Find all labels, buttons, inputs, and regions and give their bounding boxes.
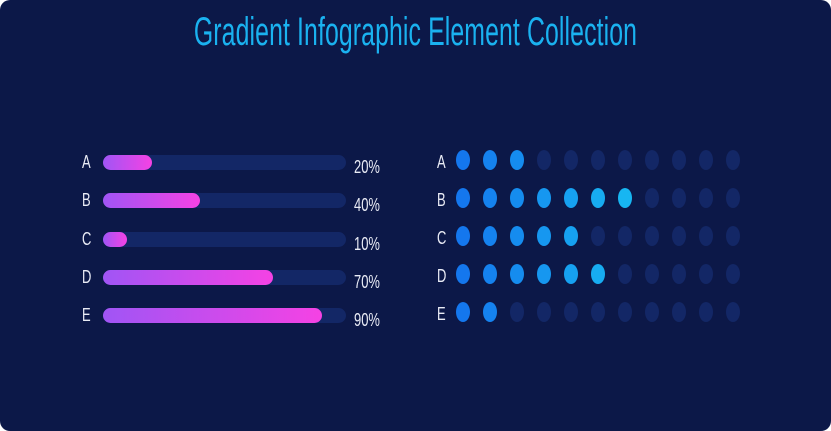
dot-empty [537,150,551,170]
dot-filled [564,188,578,208]
dot-category-label: D [437,266,447,286]
dot-empty [726,302,740,322]
dot-category-label: C [437,228,447,248]
dot-empty [645,150,659,170]
dot-filled [537,264,551,284]
dot-empty [699,302,713,322]
dot-filled [483,226,497,246]
bar-fill [103,193,200,208]
dot-empty [726,264,740,284]
page-title: Gradient Infographic Element Collection [193,10,638,54]
dot-empty [618,264,632,284]
dot-empty [672,226,686,246]
dot-filled [564,226,578,246]
dot-filled [510,264,524,284]
dot-empty [645,188,659,208]
dot-filled [510,226,524,246]
dot-empty [618,302,632,322]
dot-empty [672,188,686,208]
dot-empty [537,302,551,322]
dot-empty [510,302,524,322]
dot-category-label: A [437,152,446,172]
dot-empty [726,226,740,246]
bar-value-label: 90% [354,310,380,330]
bar-track [103,193,346,208]
dot-empty [645,226,659,246]
bar-fill [103,308,322,323]
dot-empty [645,302,659,322]
dot-empty [645,264,659,284]
dot-filled [456,226,470,246]
dot-filled [591,188,605,208]
bar-track [103,232,346,247]
dot-filled [483,188,497,208]
dot-empty [699,226,713,246]
bar-category-label: C [82,229,92,249]
bar-track [103,270,346,285]
dot-filled [564,264,578,284]
dot-filled [483,302,497,322]
dot-filled [537,226,551,246]
dot-filled [510,150,524,170]
dot-empty [699,264,713,284]
dot-empty [672,150,686,170]
dot-empty [699,188,713,208]
dot-filled [483,264,497,284]
dot-empty [564,150,578,170]
dot-empty [591,302,605,322]
bar-value-label: 40% [354,195,380,215]
dot-empty [672,264,686,284]
bar-fill [103,232,127,247]
bar-value-label: 20% [354,157,380,177]
dot-empty [564,302,578,322]
dot-empty [618,226,632,246]
dot-filled [537,188,551,208]
dot-empty [591,150,605,170]
bar-category-label: B [82,190,91,210]
bar-category-label: E [82,305,91,325]
bar-value-label: 10% [354,234,380,254]
bar-category-label: A [82,152,91,172]
bar-value-label: 70% [354,272,380,292]
dot-empty [672,302,686,322]
dot-filled [456,188,470,208]
dot-category-label: E [437,304,446,324]
dot-empty [726,150,740,170]
bar-track [103,155,346,170]
bar-track [103,308,346,323]
dot-filled [456,150,470,170]
dot-category-label: B [437,190,446,210]
dot-filled [510,188,524,208]
dot-filled [591,264,605,284]
bar-fill [103,270,273,285]
dot-filled [618,188,632,208]
dot-empty [618,150,632,170]
dot-filled [456,264,470,284]
dot-filled [456,302,470,322]
dot-filled [483,150,497,170]
dot-empty [726,188,740,208]
dot-empty [591,226,605,246]
dot-empty [699,150,713,170]
bar-category-label: D [82,267,92,287]
bar-fill [103,155,152,170]
